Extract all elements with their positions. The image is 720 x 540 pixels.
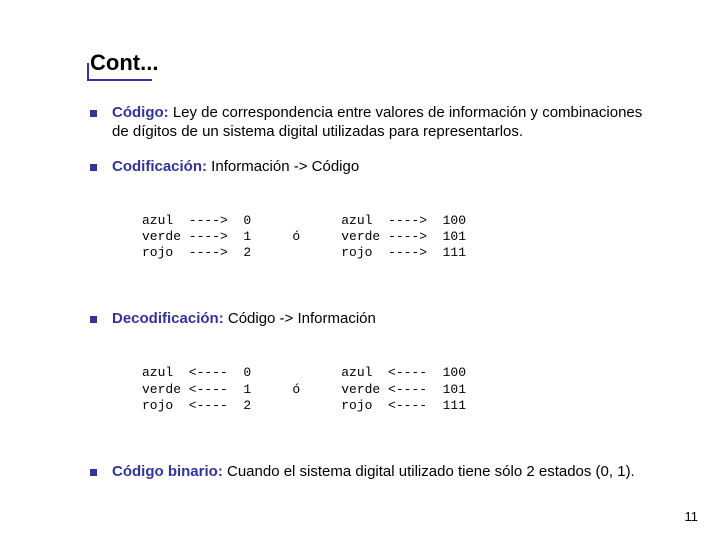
term: Código binario:: [112, 463, 223, 480]
term: Decodificación:: [112, 310, 224, 327]
square-bullet-icon: [90, 316, 97, 323]
slide: Cont... Código: Ley de correspondencia e…: [0, 0, 720, 540]
page-number: 11: [685, 509, 699, 524]
square-bullet-icon: [90, 164, 97, 171]
mapping-right: azul <---- 100 verde <---- 101 rojo <---…: [341, 365, 466, 414]
map-line: verde ----> 101: [341, 229, 466, 244]
definition-text: Código -> Información: [224, 310, 376, 327]
definition-text: Información -> Código: [207, 158, 359, 175]
mapping-right: azul ----> 100 verde ----> 101 rojo ----…: [341, 213, 466, 262]
mapping-left: azul ----> 0 verde ----> 1 rojo ----> 2: [142, 213, 251, 262]
bullet-item: Codificación: Información -> Código azul…: [90, 158, 660, 295]
square-bullet-icon: [90, 110, 97, 117]
map-line: rojo <---- 2: [142, 398, 251, 413]
term: Codificación:: [112, 158, 207, 175]
slide-title: Cont...: [90, 50, 660, 76]
bullet-list: Código: Ley de correspondencia entre val…: [90, 104, 660, 481]
map-line: verde ----> 1: [142, 229, 251, 244]
map-line: rojo <---- 111: [341, 398, 466, 413]
map-line: rojo ----> 111: [341, 245, 466, 260]
bullet-item: Código: Ley de correspondencia entre val…: [90, 104, 660, 142]
definition-text: Ley de correspondencia entre valores de …: [112, 104, 642, 140]
mapping-left: azul <---- 0 verde <---- 1 rojo <---- 2: [142, 365, 251, 414]
title-underline: [87, 79, 152, 81]
definition-text: Cuando el sistema digital utilizado tien…: [223, 463, 635, 480]
square-bullet-icon: [90, 469, 97, 476]
mapping-row: azul ----> 0 verde ----> 1 rojo ----> 2ó…: [142, 213, 660, 262]
mapping-block: azul <---- 0 verde <---- 1 rojo <---- 2ó…: [142, 333, 660, 447]
map-line: rojo ----> 2: [142, 245, 251, 260]
bullet-item: Código binario: Cuando el sistema digita…: [90, 463, 660, 482]
map-line: azul <---- 100: [341, 365, 466, 380]
title-block: Cont...: [90, 50, 660, 76]
map-line: azul <---- 0: [142, 365, 251, 380]
mapping-separator: ó: [251, 229, 341, 245]
map-line: azul ----> 100: [341, 213, 466, 228]
map-line: verde <---- 1: [142, 382, 251, 397]
mapping-separator: ó: [251, 382, 341, 398]
bullet-item: Decodificación: Código -> Información az…: [90, 310, 660, 447]
map-line: azul ----> 0: [142, 213, 251, 228]
term: Código:: [112, 104, 169, 121]
mapping-row: azul <---- 0 verde <---- 1 rojo <---- 2ó…: [142, 365, 660, 414]
map-line: verde <---- 101: [341, 382, 466, 397]
mapping-block: azul ----> 0 verde ----> 1 rojo ----> 2ó…: [142, 180, 660, 294]
